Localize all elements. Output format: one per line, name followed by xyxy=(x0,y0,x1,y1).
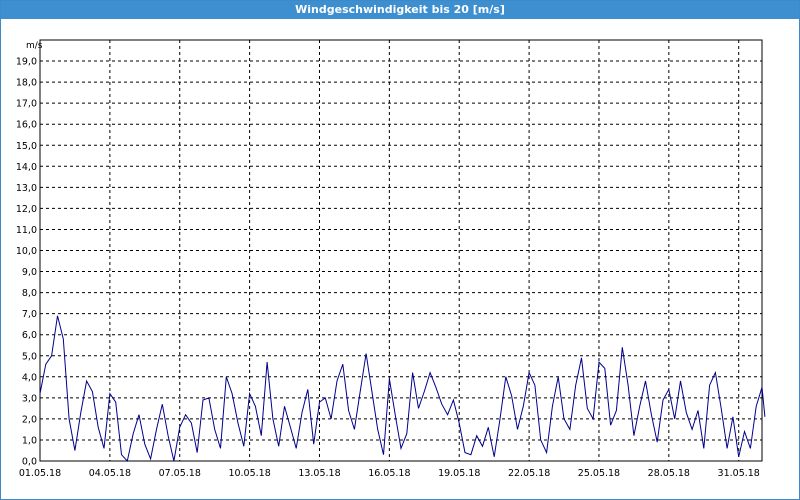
x-tick-label: 07.05.18 xyxy=(159,468,201,479)
x-tick-label: 22.05.18 xyxy=(508,468,550,479)
x-tick-label: 28.05.18 xyxy=(648,468,690,479)
y-tick-label: 9,0 xyxy=(22,267,37,278)
window-title: Windgeschwindigkeit bis 20 [m/s] xyxy=(1,1,799,19)
x-tick-label: 04.05.18 xyxy=(89,468,131,479)
y-tick-label: 10,0 xyxy=(16,246,37,257)
y-tick-label: 16,0 xyxy=(16,120,37,131)
x-tick-label: 25.05.18 xyxy=(578,468,620,479)
y-tick-label: 19,0 xyxy=(16,57,37,68)
x-tick-label: 19.05.18 xyxy=(438,468,480,479)
y-tick-label: 17,0 xyxy=(16,99,37,110)
x-tick-label: 01.05.18 xyxy=(19,468,61,479)
y-tick-label: 7,0 xyxy=(22,309,37,320)
grid-lines xyxy=(40,40,762,461)
x-axis-tick-labels: 01.05.18 04.05.18 07.05.18 10.05.18 13.05.18… xyxy=(19,468,760,479)
y-tick-label: 4,0 xyxy=(22,372,37,383)
y-tick-label: 13,0 xyxy=(16,183,37,194)
x-tick-label: 10.05.18 xyxy=(228,468,270,479)
y-tick-label: 5,0 xyxy=(22,351,37,362)
y-axis-unit: m/s xyxy=(26,41,43,51)
y-axis-tick-labels: 0,0 1,0 2,0 3,0 4,0 5,0 6,0 7,0 8,0 9,0 10,0 11,0 12… xyxy=(16,57,37,468)
x-tick-label: 16.05.18 xyxy=(368,468,410,479)
y-tick-label: 1,0 xyxy=(22,435,37,446)
y-tick-label: 12,0 xyxy=(16,204,37,215)
x-tick-label: 31.05.18 xyxy=(718,468,760,479)
wind-speed-line xyxy=(39,315,766,463)
y-tick-label: 8,0 xyxy=(22,288,37,299)
plot-area-frame xyxy=(39,39,763,462)
y-tick-label: 14,0 xyxy=(16,162,37,173)
x-tick-label: 13.05.18 xyxy=(298,468,340,479)
y-tick-label: 6,0 xyxy=(22,330,37,341)
y-tick-label: 11,0 xyxy=(16,225,37,236)
y-tick-label: 15,0 xyxy=(16,141,37,152)
y-tick-label: 2,0 xyxy=(22,414,37,425)
y-tick-label: 3,0 xyxy=(22,393,37,404)
y-tick-label: 0,0 xyxy=(22,457,37,468)
y-tick-label: 18,0 xyxy=(16,78,37,89)
